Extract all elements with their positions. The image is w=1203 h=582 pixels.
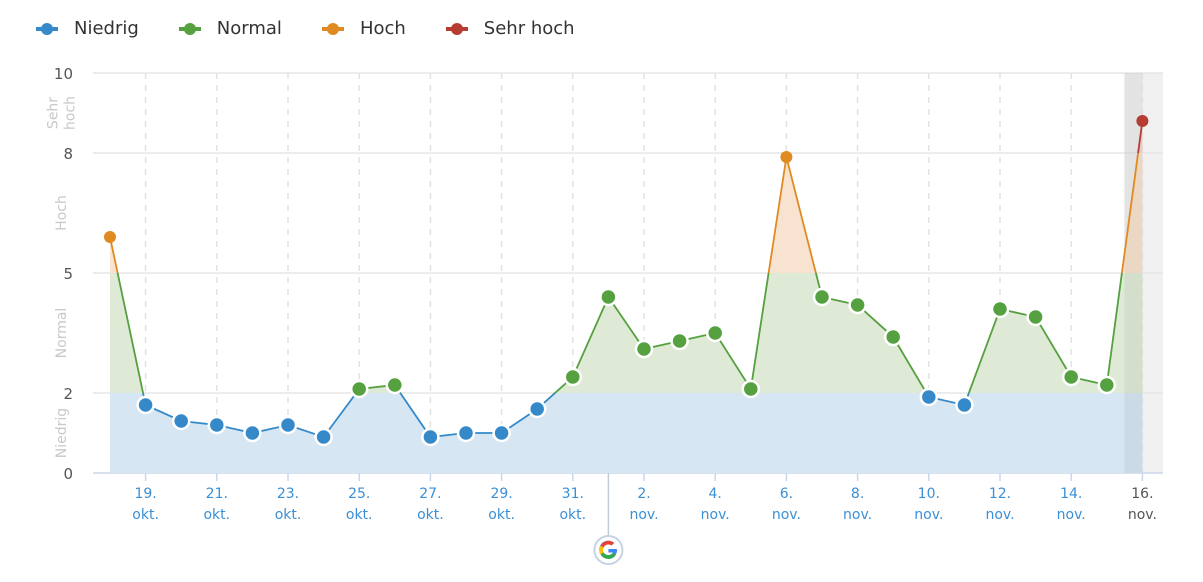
legend-item-niedrig[interactable]: Niedrig [36,18,139,39]
legend-item-normal[interactable]: Normal [178,18,282,39]
y-band-label: Sehr [46,97,62,129]
data-point[interactable] [955,395,974,415]
data-point[interactable] [349,379,369,399]
legend-label: Normal [216,18,282,39]
x-axis-label-day: 31. [562,486,584,502]
y-band-label: hoch [63,96,79,130]
legend-marker-icon [36,22,58,35]
legend-item-sehr-hoch[interactable]: Sehr hoch [445,18,575,39]
y-axis-tick: 0 [63,465,73,483]
x-axis-label-day: 27. [419,486,441,502]
y-axis-tick: 2 [63,385,73,403]
data-point[interactable] [243,423,262,443]
x-axis-label-day: 12. [989,486,1011,502]
data-point[interactable] [780,151,793,163]
data-point[interactable] [990,299,1010,319]
data-point[interactable] [207,415,227,435]
data-point[interactable] [421,427,440,447]
data-point[interactable] [456,423,476,443]
x-axis-label-day: 29. [490,486,512,502]
y-band-label: Normal [54,308,70,359]
data-point[interactable] [492,423,511,443]
x-axis-label-month: nov. [1128,507,1157,523]
area-fill-normal [110,273,1143,393]
x-axis-label-day: 21. [206,486,228,502]
data-point[interactable] [599,287,618,307]
x-axis-label-day: 23. [277,486,299,502]
y-band-label: Hoch [54,195,70,231]
data-point[interactable] [314,427,333,447]
legend-marker-icon [178,22,201,35]
x-axis-label-month: nov. [1057,507,1086,523]
x-axis-label-month: nov. [772,507,801,523]
legend-label: Sehr hoch [483,18,575,39]
data-point[interactable] [812,287,832,307]
data-point[interactable] [1136,115,1149,127]
x-axis-label-month: okt. [488,507,515,523]
y-band-label: Niedrig [54,408,70,458]
data-point[interactable] [1061,367,1081,387]
y-axis-tick: 5 [63,265,73,283]
data-point[interactable] [278,415,298,435]
legend-item-hoch[interactable]: Hoch [321,18,406,39]
x-axis-label-day: 2. [637,486,650,502]
x-axis-label-day: 25. [348,486,370,502]
legend-label: Niedrig [74,18,139,39]
data-point[interactable] [919,387,939,407]
x-axis-label-month: okt. [417,507,444,523]
highlight-overlay [1124,73,1143,473]
data-point[interactable] [1097,375,1117,395]
x-axis-label-month: okt. [346,507,373,523]
y-axis-tick: 8 [63,145,73,163]
legend-marker-icon [445,22,468,35]
data-point[interactable] [104,231,116,243]
line-normal [116,273,1123,393]
google-icon[interactable] [593,535,624,565]
x-axis-label-day: 6. [780,486,793,502]
data-point[interactable] [385,375,405,395]
x-axis-label-month: nov. [629,507,658,523]
x-axis-label-month: okt. [559,507,586,523]
data-point[interactable] [527,399,547,419]
x-axis-label-month: nov. [701,507,730,523]
x-axis-label-day: 16. [1131,486,1153,502]
data-point[interactable] [1026,307,1045,327]
x-axis-label-day: 8. [851,486,864,502]
data-point[interactable] [741,379,761,399]
x-axis-label-month: nov. [985,507,1014,523]
data-point[interactable] [883,327,903,347]
legend-label: Hoch [359,18,406,39]
y-axis-tick: 10 [54,65,73,83]
data-point[interactable] [705,323,725,343]
data-point[interactable] [563,367,583,387]
x-axis-label-month: okt. [132,507,159,523]
x-axis-label-day: 14. [1060,486,1082,502]
data-point[interactable] [670,331,689,351]
data-point[interactable] [171,411,191,431]
x-axis-label-day: 4. [709,486,722,502]
x-axis-label-month: nov. [843,507,872,523]
x-axis-label-day: 19. [134,486,156,502]
data-point[interactable] [634,339,654,359]
x-axis-label-month: nov. [914,507,943,523]
x-axis-label-month: okt. [203,507,230,523]
x-axis-label-month: okt. [275,507,302,523]
area-fill-niedrig [110,393,1143,473]
legend-marker-icon [321,22,344,35]
x-axis-label-day: 10. [918,486,940,502]
data-point[interactable] [848,295,867,315]
chart-legend: Niedrig Normal Hoch Sehr hoch [36,18,615,39]
data-point[interactable] [136,395,155,415]
